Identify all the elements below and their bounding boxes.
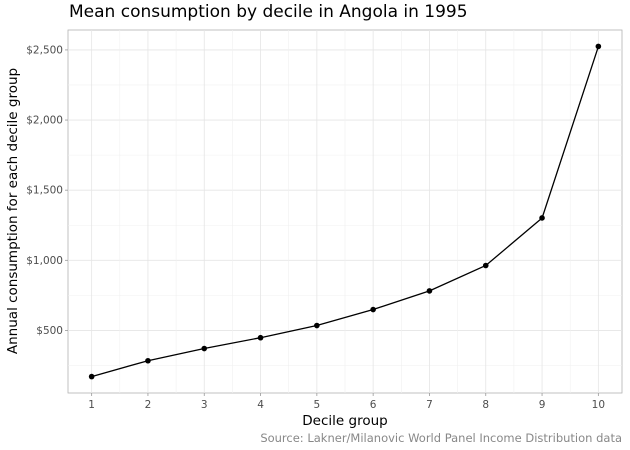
x-tick-label: 1 — [88, 399, 95, 411]
x-tick-label: 7 — [426, 399, 433, 411]
y-tick-label: $500 — [36, 325, 63, 337]
data-point — [314, 322, 320, 329]
x-axis-ticks: 1 2 3 4 5 6 7 8 9 10 — [88, 393, 605, 411]
x-tick-label: 5 — [314, 399, 321, 411]
x-axis-title: Decile group — [302, 413, 387, 429]
y-tick-label: $1,000 — [26, 255, 63, 267]
series-line — [91, 46, 600, 378]
data-point — [426, 288, 433, 294]
series-points — [88, 43, 602, 380]
chart-caption: Source: Lakner/Milanovic World Panel Inc… — [260, 431, 622, 445]
y-tick-label: $2,000 — [26, 115, 63, 127]
x-tick-label: 3 — [201, 399, 208, 411]
chart-title: Mean consumption by decile in Angola in … — [69, 2, 468, 22]
grid-lines — [68, 30, 622, 393]
x-tick-label: 8 — [482, 399, 489, 411]
data-point — [539, 215, 545, 221]
y-axis-ticks: $500 $1,000 $1,500 $2,000 $2,500 — [26, 44, 68, 337]
data-point — [201, 345, 208, 352]
data-point — [595, 43, 602, 50]
x-tick-label: 6 — [370, 399, 377, 411]
y-tick-label: $1,500 — [26, 185, 63, 197]
data-point — [482, 262, 489, 269]
x-tick-label: 9 — [539, 399, 546, 411]
x-tick-label: 4 — [257, 399, 264, 411]
x-tick-label: 2 — [145, 399, 152, 411]
y-tick-label: $2,500 — [26, 44, 63, 56]
data-point — [145, 357, 151, 364]
data-point — [257, 334, 264, 341]
y-axis-title: Annual consumption for each decile group — [5, 68, 21, 354]
data-line — [91, 46, 600, 378]
x-tick-label: 10 — [592, 399, 605, 411]
data-point — [370, 306, 376, 313]
data-point — [88, 373, 95, 380]
